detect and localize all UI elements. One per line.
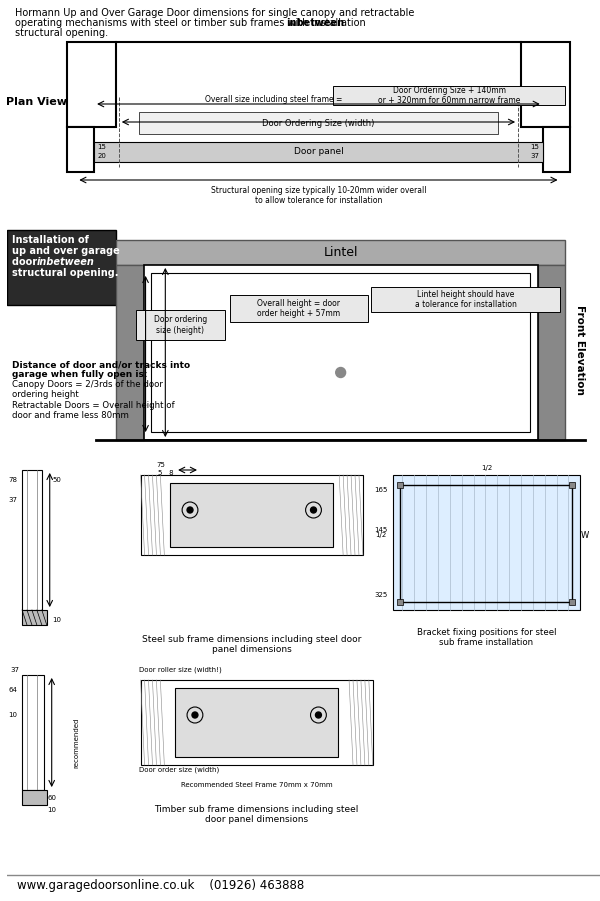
Bar [175, 688, 338, 757]
Text: Door roller size (width!): Door roller size (width!) [139, 667, 221, 673]
Text: 75: 75 [156, 462, 165, 468]
Bar [116, 265, 143, 440]
Text: Plan View: Plan View [7, 97, 67, 107]
Bar [151, 273, 530, 432]
Bar [230, 295, 368, 322]
Bar [371, 287, 560, 312]
Text: 78: 78 [8, 477, 17, 483]
Text: Door Ordering Size + 140mm
or + 320mm for 60mm narrow frame: Door Ordering Size + 140mm or + 320mm fo… [378, 86, 521, 105]
Bar [136, 310, 224, 340]
Text: Timber sub frame dimensions including steel
door panel dimensions: Timber sub frame dimensions including st… [155, 805, 359, 824]
Circle shape [311, 507, 316, 513]
Circle shape [192, 712, 198, 718]
Text: Overall height = door
order height + 57mm: Overall height = door order height + 57m… [257, 299, 340, 318]
Text: structural opening.: structural opening. [15, 28, 108, 38]
Bar [400, 485, 572, 602]
Text: Distance of door and/or tracks into
garage when fully open is:: Distance of door and/or tracks into gara… [12, 360, 190, 379]
Text: structural opening.: structural opening. [12, 268, 119, 278]
Bar [140, 475, 363, 555]
Text: Door panel: Door panel [293, 148, 343, 157]
Text: Front Elevation: Front Elevation [575, 305, 585, 395]
Bar [543, 127, 571, 172]
Text: Door Ordering Size (width): Door Ordering Size (width) [262, 119, 374, 128]
Bar [139, 112, 498, 134]
Text: Lintel: Lintel [323, 246, 358, 259]
Bar [67, 42, 116, 127]
Bar [140, 680, 373, 765]
Bar [538, 265, 565, 440]
Text: 10: 10 [47, 807, 56, 813]
Text: Overall size including steel frame =: Overall size including steel frame = [205, 96, 343, 105]
Text: Structural opening size typically 10-20mm wider overall
to allow tolerance for i: Structural opening size typically 10-20m… [211, 186, 426, 205]
Text: www.garagedoorsonline.co.uk    (01926) 463888: www.garagedoorsonline.co.uk (01926) 4638… [17, 879, 304, 893]
Bar [116, 240, 565, 265]
Text: Lintel height should have
a tolerance for installation: Lintel height should have a tolerance fo… [415, 290, 517, 309]
Bar [397, 482, 403, 488]
Text: Installation of: Installation of [12, 235, 89, 245]
Text: operating mechanisms with steel or timber sub frames with installation: operating mechanisms with steel or timbe… [15, 18, 369, 28]
Text: inbetween: inbetween [286, 18, 344, 28]
Text: Bracket fixing positions for steel
sub frame installation: Bracket fixing positions for steel sub f… [416, 628, 556, 648]
Text: 37: 37 [10, 667, 19, 673]
Text: Canopy Doors = 2/3rds of the door
ordering height
Retractable Doors = Overall he: Canopy Doors = 2/3rds of the door orderi… [12, 380, 175, 420]
Text: 37: 37 [530, 153, 539, 159]
Text: Door order size (width): Door order size (width) [139, 767, 219, 773]
Circle shape [336, 368, 346, 378]
Text: 325: 325 [374, 592, 388, 598]
Text: 64: 64 [8, 687, 17, 693]
Text: 60: 60 [47, 795, 56, 801]
Bar [94, 142, 543, 162]
Text: recommended: recommended [73, 717, 79, 768]
Text: 20: 20 [98, 153, 107, 159]
Bar [22, 470, 42, 610]
Circle shape [187, 507, 193, 513]
Text: 165: 165 [374, 487, 388, 493]
Bar [7, 230, 116, 305]
Bar [569, 482, 575, 488]
Bar [67, 127, 94, 172]
Bar [569, 599, 575, 605]
Text: Steel sub frame dimensions including steel door
panel dimensions: Steel sub frame dimensions including ste… [142, 635, 361, 654]
Text: 5   8: 5 8 [158, 470, 173, 476]
Text: 37: 37 [8, 497, 17, 503]
Text: 145: 145 [374, 527, 388, 533]
Bar [143, 265, 538, 440]
Circle shape [316, 712, 322, 718]
Text: 50: 50 [52, 477, 61, 483]
Text: W: W [581, 531, 589, 540]
Text: 1/2: 1/2 [481, 465, 492, 471]
Bar [521, 42, 571, 127]
Text: 10: 10 [8, 712, 17, 718]
Bar [170, 483, 333, 547]
Text: door: door [12, 257, 41, 267]
Text: 15: 15 [530, 144, 539, 150]
Bar [22, 790, 47, 805]
Text: inbetween: inbetween [37, 257, 95, 267]
Bar [397, 599, 403, 605]
Text: 1/2: 1/2 [375, 532, 386, 538]
Text: Door ordering
size (height): Door ordering size (height) [154, 315, 207, 334]
Bar [22, 675, 44, 790]
Bar [392, 475, 580, 610]
Text: Recommended Steel Frame 70mm x 70mm: Recommended Steel Frame 70mm x 70mm [181, 782, 332, 788]
Bar [333, 86, 565, 105]
Text: 10: 10 [52, 617, 61, 623]
Text: Hormann Up and Over Garage Door dimensions for single canopy and retractable: Hormann Up and Over Garage Door dimensio… [15, 8, 415, 18]
Text: 15: 15 [98, 144, 107, 150]
Text: up and over garage: up and over garage [12, 246, 120, 256]
Bar [22, 610, 47, 625]
